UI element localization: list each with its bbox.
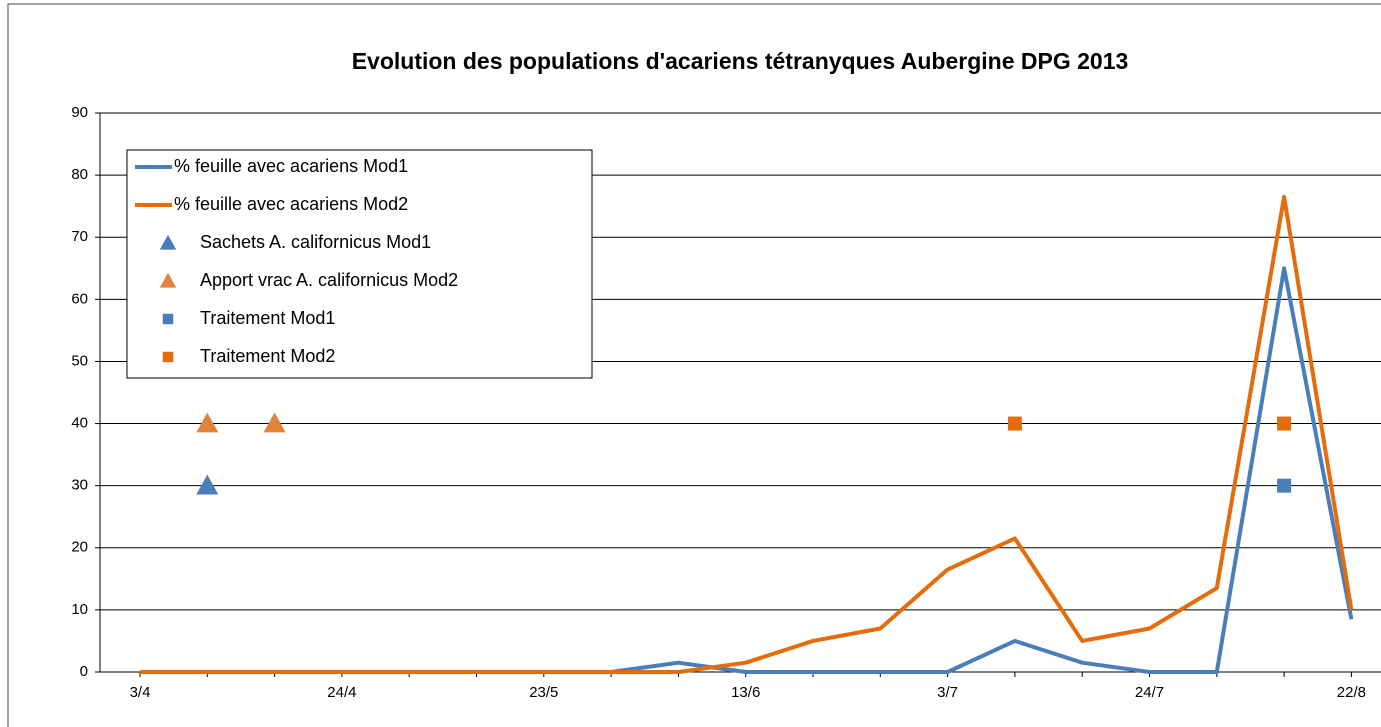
legend-swatch: [159, 272, 177, 288]
triangle-marker: [196, 412, 219, 433]
y-tick-label: 40: [71, 415, 88, 432]
y-tick-label: 50: [71, 352, 88, 369]
chart-frame: [7, 3, 1381, 727]
legend-label: % feuille avec acariens Mod2: [174, 194, 408, 214]
x-tick-label: 13/6: [731, 684, 760, 701]
legend-swatch: [162, 313, 174, 325]
legend-label: Traitement Mod2: [200, 346, 335, 366]
legend-swatch: [162, 351, 174, 363]
legend-label: Sachets A. californicus Mod1: [200, 232, 431, 252]
legend-label: Traitement Mod1: [200, 308, 335, 328]
y-tick-label: 30: [71, 477, 88, 494]
line-series: [140, 194, 1354, 674]
chart-title: Evolution des populations d'acariens tét…: [352, 48, 1129, 74]
x-tick-label: 24/4: [327, 684, 356, 701]
legend-box: [126, 149, 593, 379]
y-tick-label: 90: [71, 104, 88, 121]
triangle-marker: [263, 412, 286, 433]
y-tick-label: 60: [71, 290, 88, 307]
square-marker: [1007, 416, 1022, 431]
y-tick-label: 70: [71, 228, 88, 245]
legend-label: % feuille avec acariens Mod1: [174, 156, 408, 176]
y-tick-label: 0: [80, 663, 88, 680]
y-tick-label: 80: [71, 166, 88, 183]
x-tick-label: 24/7: [1135, 684, 1164, 701]
legend-swatch: [159, 234, 177, 250]
x-tick-label: 3/7: [937, 684, 958, 701]
x-tick-label: 23/5: [529, 684, 558, 701]
y-tick-label: 10: [71, 601, 88, 618]
triangle-marker: [196, 474, 219, 495]
x-tick-label: 3/4: [130, 684, 151, 701]
y-tick-label: 20: [71, 539, 88, 556]
square-marker: [1277, 478, 1292, 493]
square-marker: [1277, 416, 1292, 431]
x-tick-label: 22/8: [1337, 684, 1366, 701]
legend: % feuille avec acariens Mod1 % feuille av…: [126, 149, 593, 379]
legend-label: Apport vrac A. californicus Mod2: [200, 270, 458, 290]
